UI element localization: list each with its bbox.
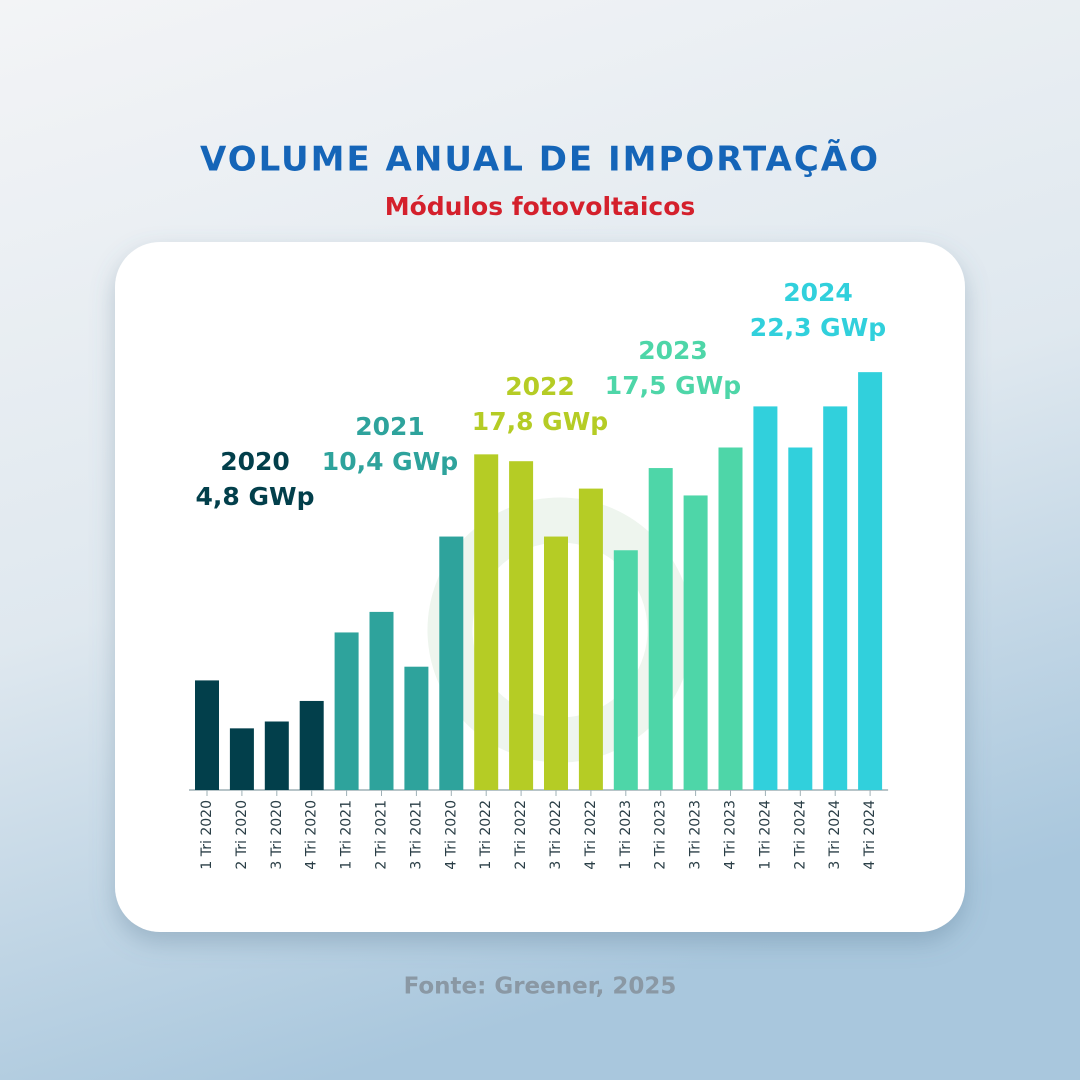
x-tick-label: 4 Tri 2024 bbox=[862, 800, 878, 870]
plot: 1 Tri 2020 2 Tri 2020 3 Tri 2020 4 Tri 2020… bbox=[189, 278, 889, 870]
group-label: 2024 bbox=[783, 278, 853, 307]
group-total: 10,4 GWp bbox=[322, 447, 458, 476]
bar bbox=[334, 632, 359, 790]
chart-title: VOLUME ANUAL DE IMPORTAÇÃO bbox=[200, 139, 880, 180]
chart-subtitle: Módulos fotovoltaicos bbox=[385, 192, 696, 221]
bar bbox=[823, 406, 848, 790]
x-tick-label: 1 Tri 2021 bbox=[339, 800, 355, 870]
x-tick-label: 3 Tri 2021 bbox=[408, 800, 424, 870]
x-tick-label: 1 Tri 2020 bbox=[199, 800, 215, 870]
group-total: 22,3 GWp bbox=[750, 313, 886, 342]
group-label: 2022 bbox=[505, 372, 575, 401]
bar bbox=[613, 550, 638, 790]
bar bbox=[718, 447, 743, 790]
bar bbox=[229, 728, 254, 790]
bar bbox=[474, 454, 499, 790]
x-tick-label: 3 Tri 2024 bbox=[827, 800, 843, 870]
group-total: 17,5 GWp bbox=[605, 371, 741, 400]
group-total: 4,8 GWp bbox=[196, 482, 315, 511]
x-tick-label: 1 Tri 2023 bbox=[618, 800, 634, 870]
x-tick-label: 1 Tri 2024 bbox=[757, 800, 773, 870]
card bbox=[115, 242, 965, 932]
x-tick-label: 4 Tri 2022 bbox=[583, 800, 599, 870]
x-tick-label: 3 Tri 2020 bbox=[269, 800, 285, 870]
source: Fonte: Greener, 2025 bbox=[404, 974, 677, 1000]
x-tick-label: 3 Tri 2023 bbox=[688, 800, 704, 870]
bar bbox=[404, 666, 429, 790]
bar bbox=[683, 495, 708, 790]
x-tick-label: 2 Tri 2020 bbox=[234, 800, 250, 870]
bar bbox=[369, 611, 394, 790]
x-tick-label: 2 Tri 2023 bbox=[653, 800, 669, 870]
bar bbox=[753, 406, 778, 790]
bar bbox=[648, 468, 673, 790]
x-tick-label: 1 Tri 2022 bbox=[478, 800, 494, 870]
x-tick-label: 4 Tri 2020 bbox=[443, 800, 459, 870]
bar bbox=[509, 461, 534, 790]
x-tick-label: 4 Tri 2023 bbox=[723, 800, 739, 870]
bar bbox=[788, 447, 813, 790]
bar bbox=[858, 372, 883, 790]
bar bbox=[544, 536, 568, 790]
bar bbox=[439, 536, 464, 790]
x-tick-label: 2 Tri 2021 bbox=[374, 800, 390, 870]
bar bbox=[195, 680, 219, 790]
x-tick-label: 2 Tri 2022 bbox=[513, 800, 529, 870]
x-tick-label: 2 Tri 2024 bbox=[792, 800, 808, 870]
bar bbox=[299, 700, 324, 790]
x-tick-label: 3 Tri 2022 bbox=[548, 800, 564, 870]
group-label: 2023 bbox=[638, 336, 708, 365]
x-tick-label: 4 Tri 2020 bbox=[304, 800, 320, 870]
bar bbox=[264, 721, 289, 790]
group-label: 2021 bbox=[355, 412, 425, 441]
bar bbox=[578, 488, 603, 790]
group-label: 2020 bbox=[220, 447, 290, 476]
group-total: 17,8 GWp bbox=[472, 407, 608, 436]
